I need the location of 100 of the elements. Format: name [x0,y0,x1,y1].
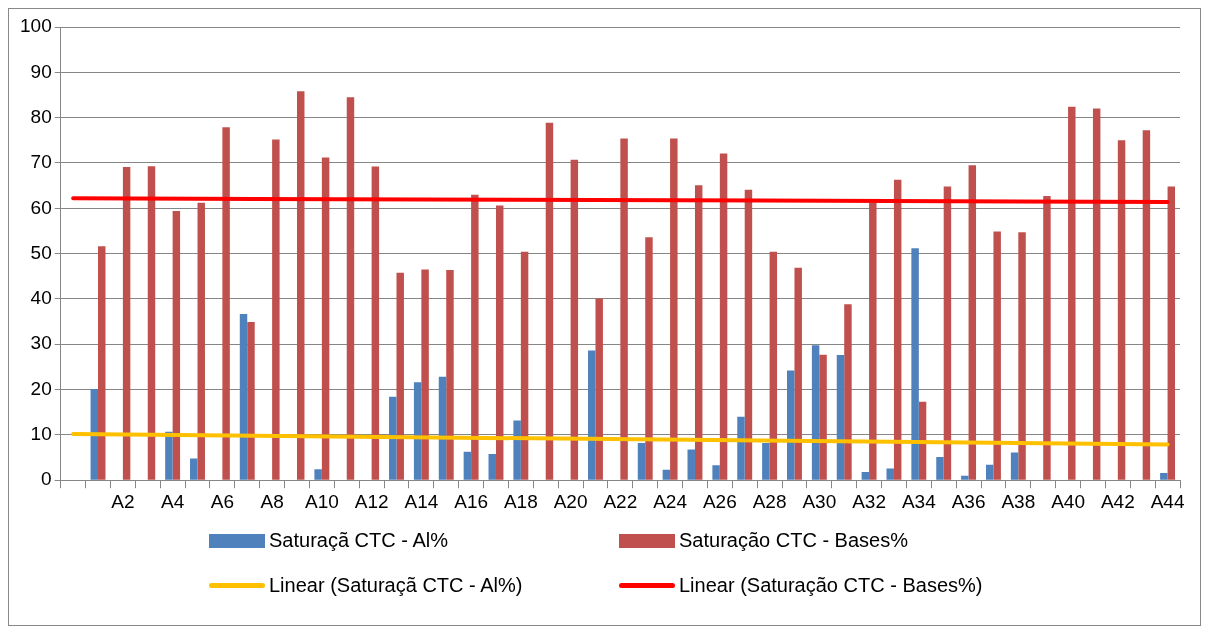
bar [620,138,628,480]
x-tick-label: A28 [752,490,787,512]
bar [371,166,380,480]
bar [861,472,870,480]
x-tick-label: A20 [553,490,588,512]
bar [961,475,969,480]
bar [936,457,944,480]
bar [197,202,205,480]
bar [165,431,173,480]
bar [463,451,472,480]
bar [545,122,554,480]
x-tick-label: A30 [802,490,837,512]
bar [172,211,181,480]
bar [239,313,248,480]
bar [769,251,778,480]
bar [670,138,678,480]
bar [1160,472,1168,480]
x-tick-label: A14 [404,490,439,512]
bar [869,202,877,480]
x-tick-label: A38 [1001,490,1036,512]
bar [513,420,521,480]
y-tick-label: 90 [30,60,52,82]
bar [90,389,99,480]
bar [247,322,255,480]
bar [297,91,305,480]
x-tick-label: A32 [852,490,886,512]
bar [762,443,770,480]
legend-label: Linear (Saturação CTC - Bases%) [679,574,983,597]
x-tick-label: A18 [503,490,538,512]
bar [1018,232,1026,480]
bar [645,237,653,480]
bar [637,443,646,480]
bar [520,251,529,480]
bar [471,194,479,480]
bar [1068,106,1076,480]
bar [147,166,156,480]
bar [438,376,447,480]
y-tick-label: 70 [30,151,52,173]
bar [446,269,454,480]
bar [662,469,671,480]
bar [844,304,852,480]
y-tick-label: 40 [30,287,52,309]
bar [98,246,106,480]
bar [744,189,753,480]
x-tick-label: A22 [603,490,638,512]
bar [488,453,496,480]
bar [1092,108,1101,480]
bar [993,231,1001,480]
x-tick-label: A26 [702,490,737,512]
bar [811,345,820,480]
bar [1010,452,1019,480]
legend-label: Linear (Saturaçã CTC - Al%) [269,574,523,597]
bar [836,355,845,480]
bar [588,350,596,480]
bar [570,159,579,480]
bar [819,354,827,480]
x-tick-label: A40 [1051,490,1085,512]
x-tick-label: A2 [111,490,135,512]
bar [1142,130,1151,480]
x-tick-label: A16 [454,490,489,512]
bar [794,267,802,480]
bar [985,464,994,480]
y-tick-label: 100 [20,15,52,37]
bar [495,205,504,480]
bar [911,248,919,480]
legend-label: Saturação CTC - Bases% [679,529,908,552]
bar [893,179,902,480]
y-tick-label: 80 [30,105,52,127]
bar [1117,140,1126,480]
x-tick-label: A44 [1150,490,1185,512]
bar [595,298,603,480]
bar [314,469,322,480]
y-tick-label: 30 [30,332,52,354]
bar [943,186,952,480]
y-tick-label: 10 [30,423,52,445]
x-tick-label: A42 [1100,490,1135,512]
y-tick-label: 50 [30,241,52,263]
bar [413,382,422,480]
x-tick-label: A6 [210,490,234,512]
bar [719,153,728,480]
bar [272,139,280,480]
bar [190,458,198,480]
bar [968,165,977,480]
bar [1167,186,1176,480]
bar [321,157,330,480]
x-tick-label: A10 [304,490,339,512]
bar [737,416,745,480]
bar [396,272,404,480]
bar [886,468,894,480]
x-tick-label: A24 [653,490,688,512]
y-tick-label: 0 [41,468,52,490]
bar [122,167,131,480]
bar [694,185,703,480]
bar [421,269,429,480]
y-tick-label: 20 [30,377,52,399]
bar [712,465,720,480]
legend-label: Saturaçã CTC - Al% [269,529,448,552]
x-tick-label: A4 [161,490,185,512]
bar [787,370,795,480]
x-tick-label: A34 [901,490,937,512]
